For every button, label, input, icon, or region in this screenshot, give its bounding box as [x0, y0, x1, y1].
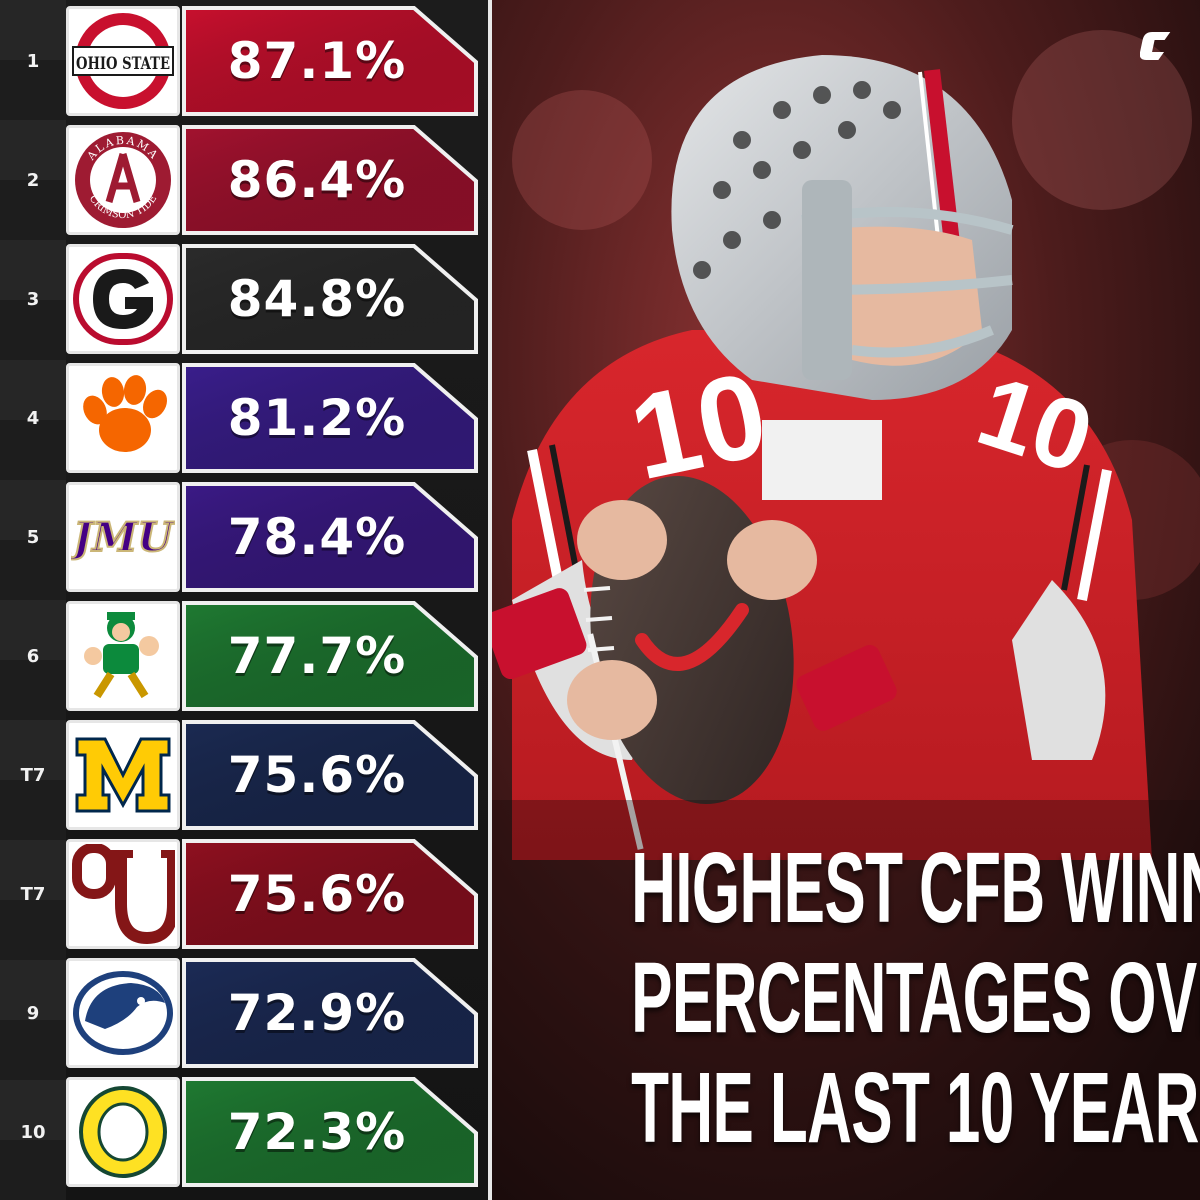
ranking-row: 84.8%: [66, 244, 480, 354]
win-percentage: 75.6%: [227, 865, 407, 923]
clemson-logo-icon: [66, 363, 180, 473]
svg-text:JMU: JMU: [71, 514, 175, 561]
ranking-row: JMU 78.4%: [66, 482, 480, 592]
win-percentage-box: 72.9%: [182, 958, 478, 1068]
win-percentage-box: 75.6%: [182, 839, 478, 949]
headline-line-2: PERCENTAGES OVER: [631, 942, 1200, 1054]
ranking-row: 72.3%: [66, 1077, 480, 1187]
jmu-logo-icon: JMU: [66, 482, 180, 592]
rank-label: T7: [20, 883, 46, 905]
win-percentage: 84.8%: [227, 270, 407, 328]
rank-label: 6: [26, 645, 40, 667]
oklahoma-logo-icon: [66, 839, 180, 949]
ranking-row: ALABAMA CRIMSON TIDE 86.4%: [66, 125, 480, 235]
michigan-logo-icon: [66, 720, 180, 830]
win-percentage-box: 77.7%: [182, 601, 478, 711]
win-percentage: 77.7%: [227, 627, 407, 685]
win-percentage-box: 75.6%: [182, 720, 478, 830]
ranking-row: 81.2%: [66, 363, 480, 473]
rank-label: 9: [26, 1002, 40, 1024]
oregon-logo-icon: [66, 1077, 180, 1187]
penn-state-logo-icon: [66, 958, 180, 1068]
headline: HIGHEST CFB WINNING PERCENTAGES OVER THE…: [500, 832, 1200, 1168]
win-percentage: 75.6%: [227, 746, 407, 804]
c-brand-logo-icon: [1140, 32, 1171, 60]
rank-label: 2: [26, 169, 40, 191]
win-percentage-box: 81.2%: [182, 363, 478, 473]
ranking-row: OHIO STATE 87.1%: [66, 6, 480, 116]
player-photo: 10 10: [492, 0, 1200, 1200]
ranking-row: 75.6%: [66, 720, 480, 830]
win-percentage-box: 78.4%: [182, 482, 478, 592]
win-percentage-box: 87.1%: [182, 6, 478, 116]
win-percentage-box: 86.4%: [182, 125, 478, 235]
win-percentage: 72.3%: [227, 1103, 407, 1161]
headline-line-3: THE LAST 10 YEARS: [631, 1052, 1200, 1164]
rank-label: 1: [26, 50, 40, 72]
svg-text:OHIO STATE: OHIO STATE: [76, 54, 170, 74]
win-percentage-box: 84.8%: [182, 244, 478, 354]
win-percentage: 87.1%: [227, 32, 407, 90]
ranking-row: 72.9%: [66, 958, 480, 1068]
rank-strip: [0, 0, 66, 1200]
headline-line-1: HIGHEST CFB WINNING: [631, 832, 1200, 944]
win-percentage: 72.9%: [227, 984, 407, 1042]
rank-label: 5: [26, 526, 40, 548]
win-percentage: 86.4%: [227, 151, 407, 209]
ohio-state-logo-icon: OHIO STATE: [66, 6, 180, 116]
rank-label: 3: [26, 288, 40, 310]
panel-divider: [488, 0, 492, 1200]
ranking-row: 75.6%: [66, 839, 480, 949]
alabama-logo-icon: ALABAMA CRIMSON TIDE: [66, 125, 180, 235]
win-percentage: 78.4%: [227, 508, 407, 566]
ranking-row: 77.7%: [66, 601, 480, 711]
rank-label: 4: [26, 407, 40, 429]
win-percentage-box: 72.3%: [182, 1077, 478, 1187]
rank-label: T7: [20, 764, 46, 786]
quarterback-illustration: 10 10: [492, 0, 1200, 1200]
georgia-logo-icon: [66, 244, 180, 354]
notre-dame-logo-icon: [66, 601, 180, 711]
rank-label: 10: [20, 1121, 46, 1143]
win-percentage: 81.2%: [227, 389, 407, 447]
